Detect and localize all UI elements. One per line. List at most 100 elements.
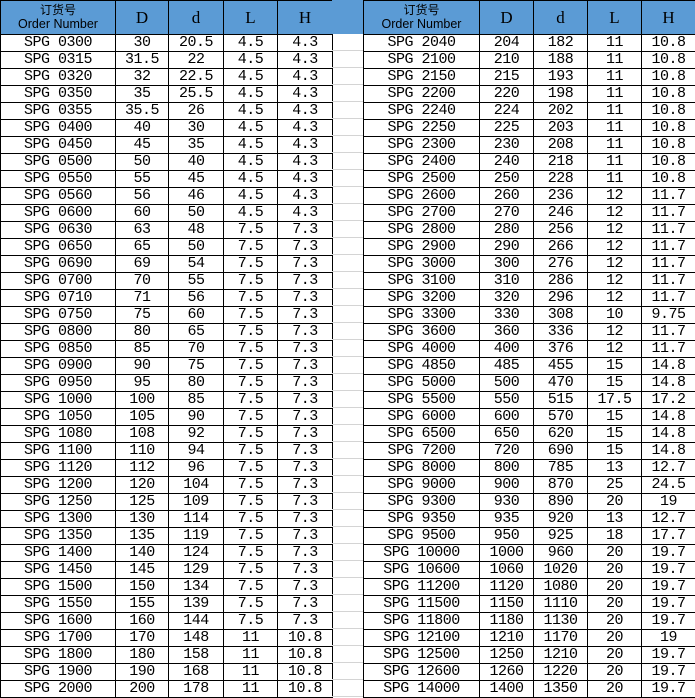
order-number-cell: SPG 5500 xyxy=(363,391,480,409)
table-row: SPG 1000 100 85 7.5 7.3 xyxy=(0,391,333,409)
h-cell: 19.7 xyxy=(641,595,695,613)
h-cell: 10.8 xyxy=(641,68,695,86)
h-cell: 14.8 xyxy=(641,374,695,392)
h-cell: 19.7 xyxy=(641,663,695,681)
l-cell: 11 xyxy=(587,51,642,69)
gridline xyxy=(332,118,363,119)
inner-diameter-cell: 690 xyxy=(533,442,588,460)
order-number-cell: SPG 2600 xyxy=(363,187,480,205)
table-row: SPG 0560 56 46 4.5 4.3 xyxy=(0,187,333,205)
inner-diameter-cell: 236 xyxy=(533,187,588,205)
outer-diameter-cell: 220 xyxy=(479,85,534,103)
table-row: SPG 1050 105 90 7.5 7.3 xyxy=(0,408,333,426)
h-cell: 10.8 xyxy=(641,136,695,154)
order-number-cell: SPG 1450 xyxy=(0,561,116,579)
table-row: SPG 4000 400 376 12 11.7 xyxy=(363,340,695,358)
outer-diameter-cell: 95 xyxy=(115,374,169,392)
outer-diameter-cell: 160 xyxy=(115,612,169,630)
gridline xyxy=(332,407,363,408)
gridline xyxy=(332,288,363,289)
order-number-cell: SPG 1800 xyxy=(0,646,116,664)
table-row: SPG 2400 240 218 11 10.8 xyxy=(363,153,695,171)
outer-diameter-cell: 130 xyxy=(115,510,169,528)
h-cell: 7.3 xyxy=(277,272,333,290)
inner-diameter-cell: 203 xyxy=(533,119,588,137)
table-row: SPG 2900 290 266 12 11.7 xyxy=(363,238,695,256)
table-row: SPG 1400 140 124 7.5 7.3 xyxy=(0,544,333,562)
h-cell: 12.7 xyxy=(641,510,695,528)
table-row: SPG 0500 50 40 4.5 4.3 xyxy=(0,153,333,171)
gridline xyxy=(332,560,363,561)
inner-diameter-cell: 1170 xyxy=(533,629,588,647)
l-cell: 7.5 xyxy=(223,255,278,273)
h-cell: 10.8 xyxy=(277,680,333,698)
order-number-cell: SPG 3000 xyxy=(363,255,480,273)
outer-diameter-cell: 110 xyxy=(115,442,169,460)
d-outer-header: D xyxy=(115,0,169,35)
order-number-cell: SPG 7200 xyxy=(363,442,480,460)
table-row: SPG 0320 32 22.5 4.5 4.3 xyxy=(0,68,333,86)
order-number-cell: SPG 1050 xyxy=(0,408,116,426)
gridline xyxy=(332,424,363,425)
l-cell: 12 xyxy=(587,238,642,256)
l-cell: 4.5 xyxy=(223,34,278,52)
l-cell: 12 xyxy=(587,204,642,222)
outer-diameter-cell: 800 xyxy=(479,459,534,477)
outer-diameter-cell: 280 xyxy=(479,221,534,239)
table-row: SPG 1080 108 92 7.5 7.3 xyxy=(0,425,333,443)
order-number-cell: SPG 0710 xyxy=(0,289,116,307)
outer-diameter-cell: 45 xyxy=(115,136,169,154)
outer-diameter-cell: 1210 xyxy=(479,629,534,647)
gridline xyxy=(332,475,363,476)
order-number-cell: SPG 2300 xyxy=(363,136,480,154)
h-cell: 10.8 xyxy=(641,102,695,120)
order-number-header: 订货号 Order Number xyxy=(0,0,116,35)
table-row: SPG 0900 90 75 7.5 7.3 xyxy=(0,357,333,375)
gridline xyxy=(332,203,363,204)
l-cell: 7.5 xyxy=(223,374,278,392)
order-number-cell: SPG 1250 xyxy=(0,493,116,511)
h-cell: 7.3 xyxy=(277,340,333,358)
outer-diameter-cell: 135 xyxy=(115,527,169,545)
inner-diameter-cell: 198 xyxy=(533,85,588,103)
table-row: SPG 6500 650 620 15 14.8 xyxy=(363,425,695,443)
table-row: SPG 1700 170 148 11 10.8 xyxy=(0,629,333,647)
outer-diameter-cell: 63 xyxy=(115,221,169,239)
gridline xyxy=(332,50,363,51)
l-cell: 17.5 xyxy=(587,391,642,409)
outer-diameter-cell: 145 xyxy=(115,561,169,579)
l-cell: 7.5 xyxy=(223,510,278,528)
h-cell: 4.3 xyxy=(277,204,333,222)
table-row: SPG 0550 55 45 4.5 4.3 xyxy=(0,170,333,188)
table-row: SPG 10600 1060 1020 20 19.7 xyxy=(363,561,695,579)
l-cell: 11 xyxy=(587,170,642,188)
table-row: SPG 0850 85 70 7.5 7.3 xyxy=(0,340,333,358)
h-cell: 19.7 xyxy=(641,544,695,562)
inner-diameter-cell: 188 xyxy=(533,51,588,69)
inner-diameter-cell: 266 xyxy=(533,238,588,256)
empty-column xyxy=(332,0,363,698)
table-row: SPG 2240 224 202 11 10.8 xyxy=(363,102,695,120)
gridline xyxy=(332,509,363,510)
h-cell: 4.3 xyxy=(277,102,333,120)
inner-diameter-cell: 470 xyxy=(533,374,588,392)
h-cell: 17.2 xyxy=(641,391,695,409)
outer-diameter-cell: 1250 xyxy=(479,646,534,664)
inner-diameter-cell: 134 xyxy=(168,578,224,596)
h-cell: 19.7 xyxy=(641,578,695,596)
l-header: L xyxy=(223,0,278,35)
gridline xyxy=(332,101,363,102)
l-cell: 7.5 xyxy=(223,221,278,239)
h-cell: 4.3 xyxy=(277,85,333,103)
order-number-cn: 订货号 xyxy=(403,3,440,17)
h-cell: 7.3 xyxy=(277,459,333,477)
h-cell: 19.7 xyxy=(641,680,695,698)
table-row: SPG 2150 215 193 11 10.8 xyxy=(363,68,695,86)
l-cell: 7.5 xyxy=(223,544,278,562)
inner-diameter-cell: 890 xyxy=(533,493,588,511)
table-row: SPG 2200 220 198 11 10.8 xyxy=(363,85,695,103)
outer-diameter-cell: 120 xyxy=(115,476,169,494)
l-cell: 11 xyxy=(587,68,642,86)
table-row: SPG 0750 75 60 7.5 7.3 xyxy=(0,306,333,324)
table-row: SPG 11500 1150 1110 20 19.7 xyxy=(363,595,695,613)
